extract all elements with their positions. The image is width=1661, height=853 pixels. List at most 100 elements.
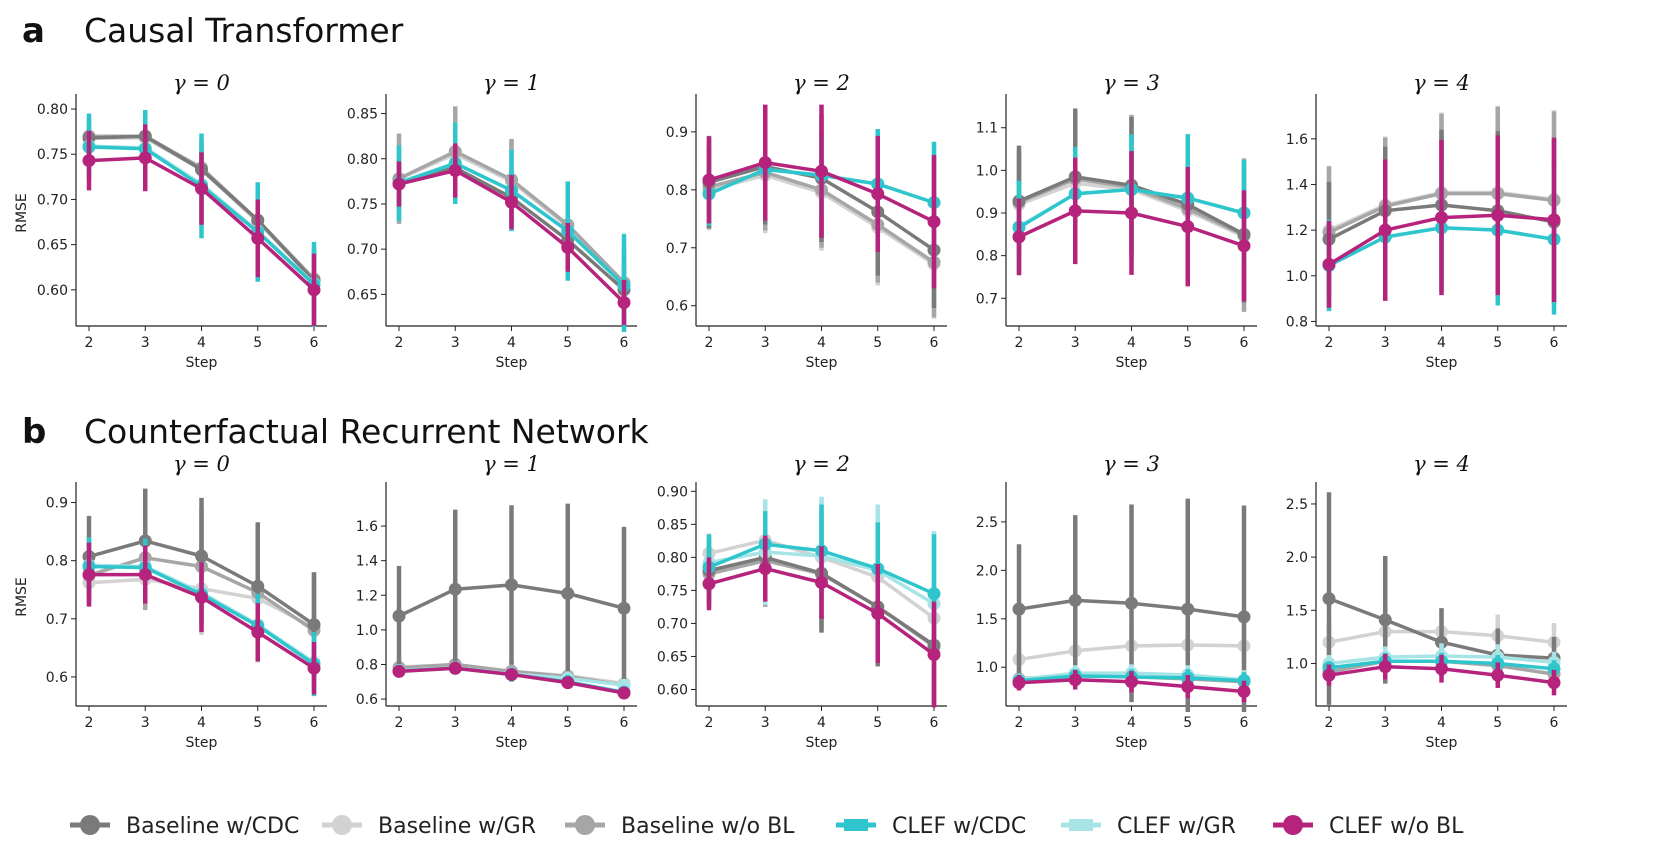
- y-tick-label: 0.85: [347, 107, 378, 123]
- chart-2: γ = 1 0.65 0.70 0.75 0.80 0.85 2 3 4 5 6 Step: [347, 71, 637, 371]
- y-tick-label: 0.60: [657, 682, 688, 698]
- legend-item-baseline-w-o-bl: Baseline w/o BL: [565, 814, 795, 839]
- x-tick-label: 2: [1015, 715, 1024, 731]
- y-tick-label: 0.85: [657, 517, 688, 533]
- legend-label: CLEF w/GR: [1117, 814, 1236, 839]
- x-axis-label: Step: [806, 355, 838, 371]
- legend-marker: [575, 815, 595, 835]
- x-tick-label: 4: [817, 335, 826, 351]
- x-tick-label: 2: [395, 715, 404, 731]
- x-tick-label: 4: [1127, 715, 1136, 731]
- data-point: [1125, 675, 1138, 689]
- data-point: [1012, 230, 1026, 244]
- data-point: [251, 231, 265, 245]
- y-tick-label: 0.75: [37, 147, 68, 163]
- x-tick-label: 6: [620, 335, 629, 351]
- x-axis-label: Step: [1116, 355, 1148, 371]
- y-tick-label: 0.80: [347, 152, 378, 168]
- y-tick-label: 0.8: [1286, 314, 1308, 330]
- chart-title: γ = 1: [483, 452, 540, 476]
- series-clef-w-o-bl: [392, 143, 631, 326]
- data-point: [1491, 208, 1505, 222]
- legend-label: Baseline w/o BL: [621, 814, 795, 839]
- legend-marker: [1069, 819, 1093, 831]
- chart-7: γ = 1 0.6 0.8 1.0 1.2 1.4 1.6 2 3 4 5 6 Step: [356, 452, 637, 751]
- x-tick-label: 6: [1550, 335, 1559, 351]
- legend-label: Baseline w/CDC: [126, 814, 299, 839]
- y-tick-label: 0.6: [46, 670, 68, 686]
- data-point: [815, 575, 828, 589]
- y-tick-label: 1.4: [1286, 177, 1308, 193]
- series-baseline-w-cdc: [392, 503, 631, 690]
- panel-letter-a: a: [22, 11, 45, 51]
- y-tick-label: 0.80: [657, 550, 688, 566]
- legend-label: CLEF w/o BL: [1329, 814, 1464, 839]
- x-tick-label: 3: [1071, 335, 1080, 351]
- y-tick-label: 0.9: [46, 496, 68, 512]
- legend-item-clef-w-gr: CLEF w/GR: [1061, 814, 1236, 839]
- y-tick-label: 1.0: [976, 660, 998, 676]
- data-point: [1181, 602, 1195, 616]
- y-tick-label: 0.8: [666, 183, 688, 199]
- y-tick-label: 0.70: [657, 616, 688, 632]
- data-point: [251, 579, 265, 593]
- x-tick-label: 2: [1325, 335, 1334, 351]
- x-axis-label: Step: [1116, 735, 1148, 751]
- x-tick-label: 4: [817, 715, 826, 731]
- x-tick-label: 3: [761, 715, 770, 731]
- y-tick-label: 2.0: [976, 563, 998, 579]
- data-point: [1237, 610, 1251, 624]
- y-tick-label: 0.75: [347, 197, 378, 213]
- data-point: [1547, 213, 1561, 227]
- y-tick-label: 1.1: [976, 121, 998, 137]
- series-clef-w-o-bl: [82, 542, 321, 695]
- data-point: [195, 590, 208, 604]
- data-point: [1547, 676, 1561, 690]
- legend-label: CLEF w/CDC: [892, 814, 1026, 839]
- y-tick-label: 0.60: [37, 283, 68, 299]
- chart-9: γ = 3 1.0 1.5 2.0 2.5 2 3 4 5 6 Step: [976, 452, 1257, 751]
- y-tick-label: 0.7: [976, 291, 998, 307]
- x-tick-label: 4: [197, 715, 206, 731]
- y-tick-label: 0.75: [657, 583, 688, 599]
- y-tick-label: 2.0: [1286, 550, 1308, 566]
- series-clef-w-o-bl: [1012, 151, 1251, 302]
- x-tick-label: 3: [141, 715, 150, 731]
- chart-1: γ = 0 0.60 0.65 0.70 0.75 0.80 2 3 4 5 6 Step RMSE: [14, 71, 327, 371]
- data-point: [1125, 206, 1138, 220]
- x-tick-label: 5: [563, 715, 572, 731]
- y-tick-label: 1.0: [1286, 269, 1308, 285]
- x-tick-label: 2: [395, 335, 404, 351]
- x-tick-label: 6: [1550, 715, 1559, 731]
- chart-title: γ = 3: [1103, 452, 1160, 476]
- x-tick-label: 2: [85, 335, 94, 351]
- y-tick-label: 0.9: [666, 125, 688, 141]
- y-tick-label: 1.4: [356, 554, 378, 570]
- data-point: [617, 601, 631, 615]
- y-tick-label: 0.7: [666, 241, 688, 257]
- legend-marker: [1283, 815, 1303, 835]
- x-tick-label: 4: [507, 335, 516, 351]
- y-tick-label: 1.0: [976, 163, 998, 179]
- data-point: [138, 568, 152, 582]
- x-tick-label: 3: [1381, 335, 1390, 351]
- legend-item-clef-w-cdc: CLEF w/CDC: [836, 814, 1026, 839]
- chart-title: γ = 3: [1103, 71, 1160, 95]
- data-point: [448, 661, 462, 675]
- data-point: [392, 609, 406, 623]
- x-tick-label: 3: [1071, 715, 1080, 731]
- x-tick-label: 4: [1437, 715, 1446, 731]
- x-tick-label: 2: [705, 715, 714, 731]
- y-tick-label: 0.7: [46, 612, 68, 628]
- legend-label: Baseline w/GR: [378, 814, 536, 839]
- y-tick-label: 0.65: [657, 649, 688, 665]
- x-tick-label: 2: [85, 715, 94, 731]
- y-tick-label: 0.8: [356, 657, 378, 673]
- x-tick-label: 4: [1127, 335, 1136, 351]
- y-tick-label: 0.6: [666, 299, 688, 315]
- data-point: [82, 568, 96, 582]
- x-tick-label: 5: [1493, 335, 1502, 351]
- x-tick-label: 3: [1381, 715, 1390, 731]
- data-point: [927, 215, 941, 229]
- data-point: [1491, 668, 1505, 682]
